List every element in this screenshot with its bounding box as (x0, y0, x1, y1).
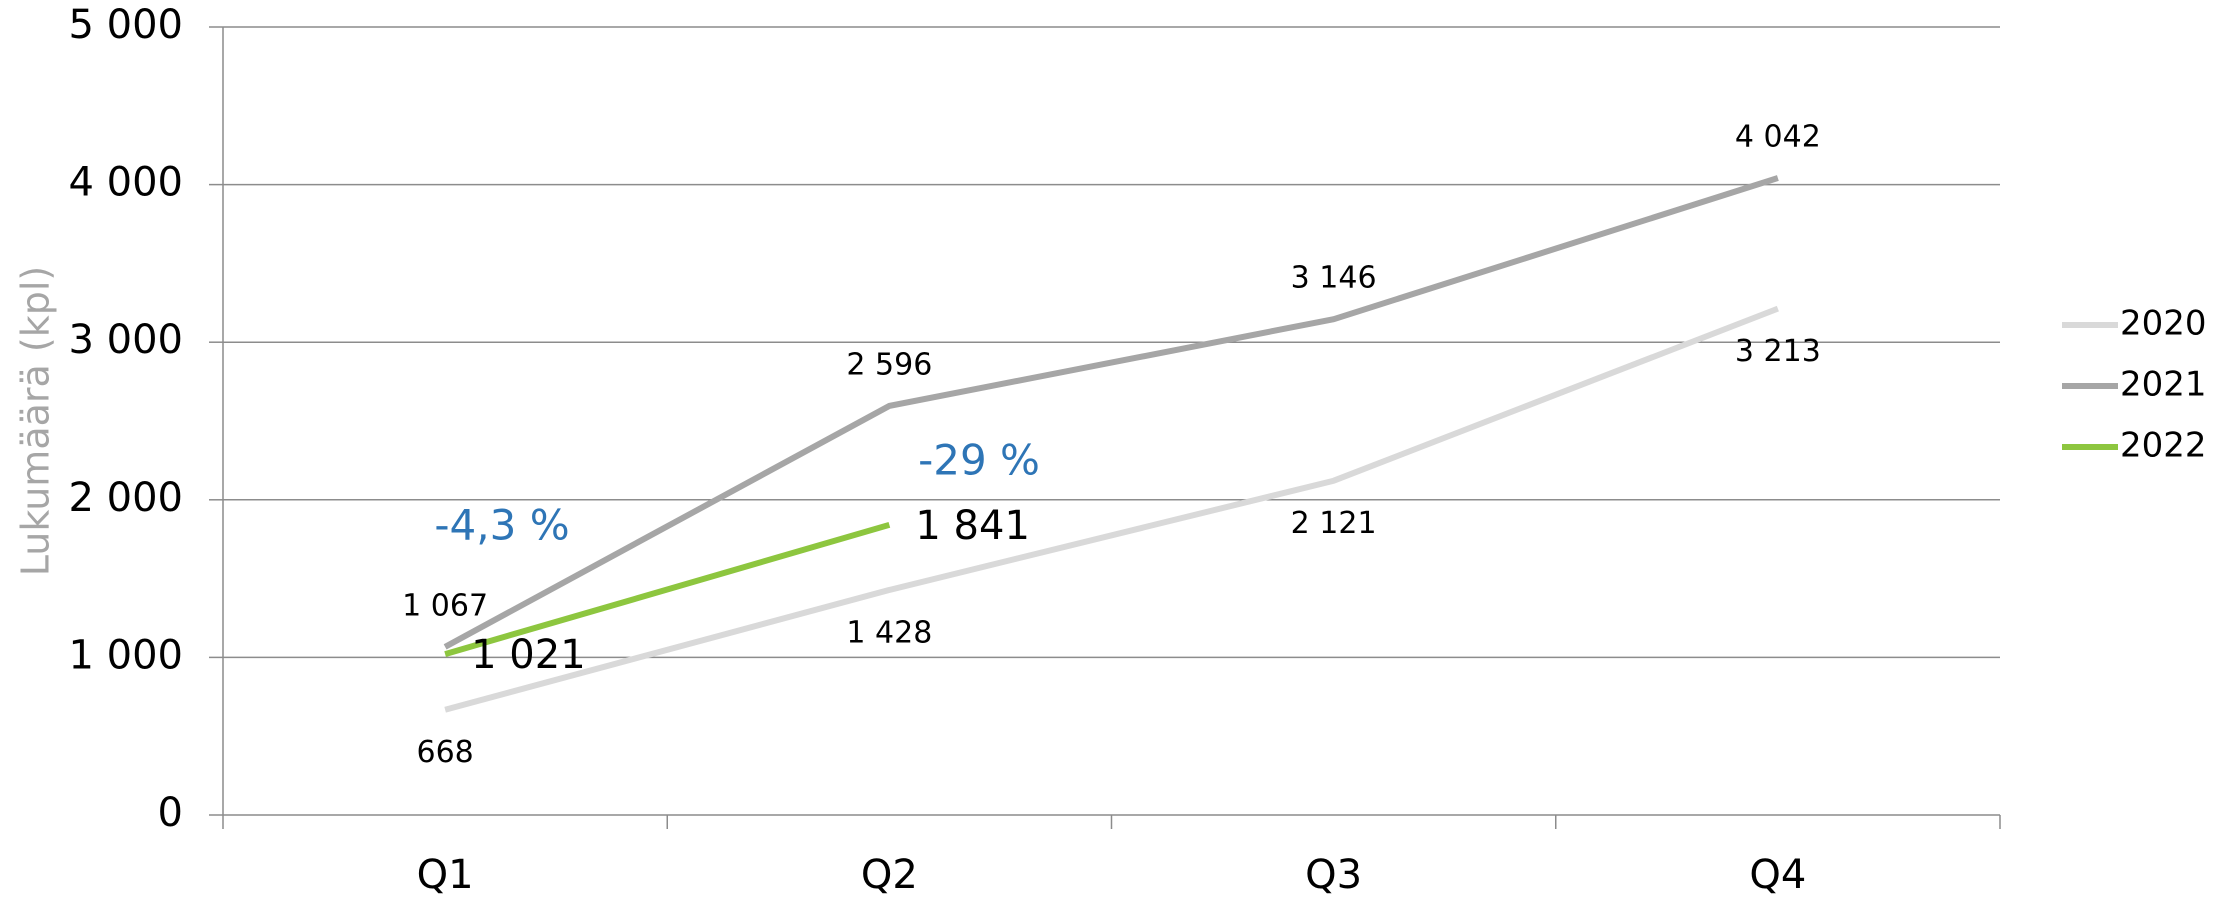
value-label: 3 146 (1291, 261, 1377, 296)
value-label: 2 121 (1291, 506, 1377, 541)
value-label: 1 021 (471, 632, 586, 678)
value-label: 4 042 (1735, 119, 1821, 154)
value-label: 1 067 (402, 588, 488, 623)
x-tick-label: Q2 (861, 852, 918, 898)
y-tick-label: 3 000 (68, 317, 183, 363)
series-line (444, 521, 891, 657)
y-tick-label: 2 000 (68, 475, 183, 521)
y-tick-label: 4 000 (68, 160, 183, 206)
x-tick-label: Q3 (1305, 852, 1362, 898)
x-tick-label: Q1 (417, 852, 474, 898)
value-label: 1 428 (846, 615, 932, 650)
series-line (443, 175, 1779, 650)
value-label: 2 596 (846, 347, 932, 382)
series-line (444, 305, 1779, 713)
y-tick-label: 0 (158, 790, 183, 836)
value-label: 1 841 (915, 503, 1030, 549)
y-tick-label: 1 000 (68, 632, 183, 678)
annotation: -4,3 % (434, 501, 569, 550)
y-tick-label: 5 000 (68, 2, 183, 48)
value-label: 668 (416, 735, 473, 770)
legend-label: 2022 (2120, 426, 2207, 466)
legend-label: 2020 (2120, 304, 2207, 344)
y-axis-title: Lukumäärä (kpl) (14, 266, 58, 576)
x-tick-label: Q4 (1749, 852, 1806, 898)
legend-label: 2021 (2120, 365, 2207, 405)
annotation: -29 % (918, 436, 1040, 485)
value-label: 3 213 (1735, 334, 1821, 369)
